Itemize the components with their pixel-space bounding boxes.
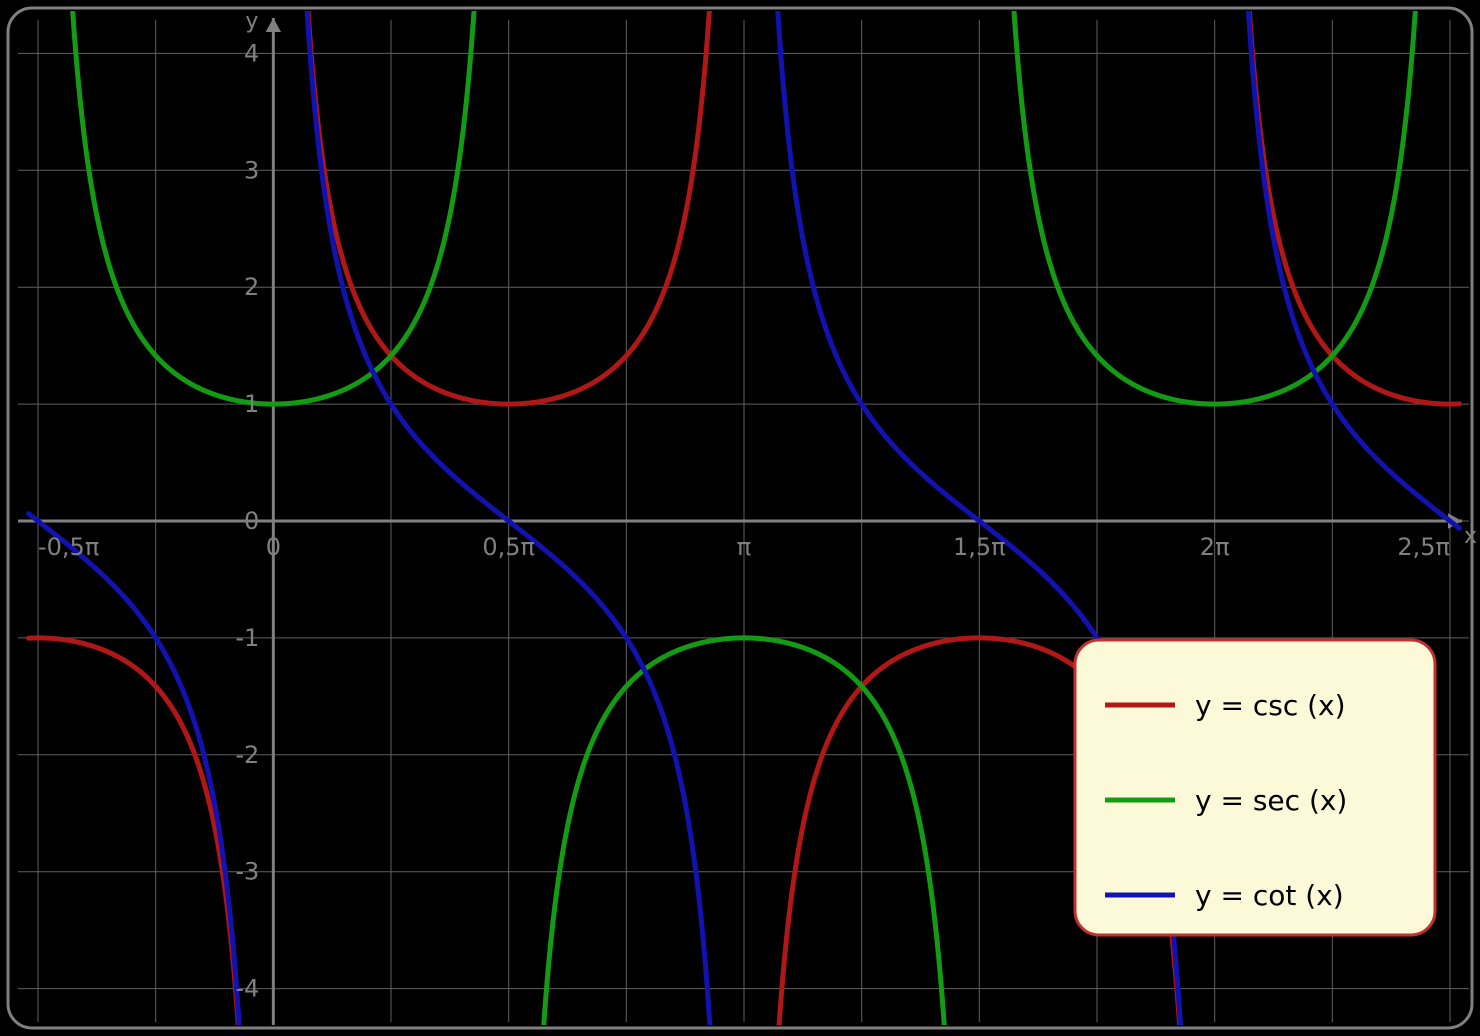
y-tick-label: -3 — [235, 858, 259, 886]
legend-label-csc: y = csc (x) — [1195, 689, 1346, 722]
x-tick-label: π — [737, 533, 751, 561]
x-tick-label: 0,5π — [482, 533, 535, 561]
x-tick-label: 1,5π — [953, 533, 1006, 561]
legend-label-cot: y = cot (x) — [1195, 879, 1344, 912]
y-axis-label: y — [245, 9, 258, 34]
y-tick-label: -4 — [235, 975, 259, 1003]
y-tick-label: -2 — [235, 741, 259, 769]
y-tick-label: -1 — [235, 624, 259, 652]
y-tick-label: 1 — [244, 390, 259, 418]
y-tick-label: 0 — [244, 507, 259, 535]
y-tick-label: 3 — [244, 156, 259, 184]
chart-svg: x y -0,5π 0 0,5π π 1,5π 2π 2,5π -4 -3 -2 -1 0 1 2 3 4 y = … — [0, 0, 1480, 1036]
chart-container: x y -0,5π 0 0,5π π 1,5π 2π 2,5π -4 -3 -2 -1 0 1 2 3 4 y = … — [0, 0, 1480, 1036]
y-tick-label: 4 — [244, 39, 259, 67]
x-tick-label: 2π — [1200, 533, 1230, 561]
x-tick-label: 0 — [266, 533, 281, 561]
x-tick-label: 2,5π — [1397, 533, 1450, 561]
x-axis-label: x — [1464, 524, 1477, 549]
legend-label-sec: y = sec (x) — [1195, 784, 1347, 817]
y-tick-label: 2 — [244, 273, 259, 301]
x-tick-label: -0,5π — [38, 533, 99, 561]
legend: y = csc (x) y = sec (x) y = cot (x) — [1075, 640, 1435, 935]
